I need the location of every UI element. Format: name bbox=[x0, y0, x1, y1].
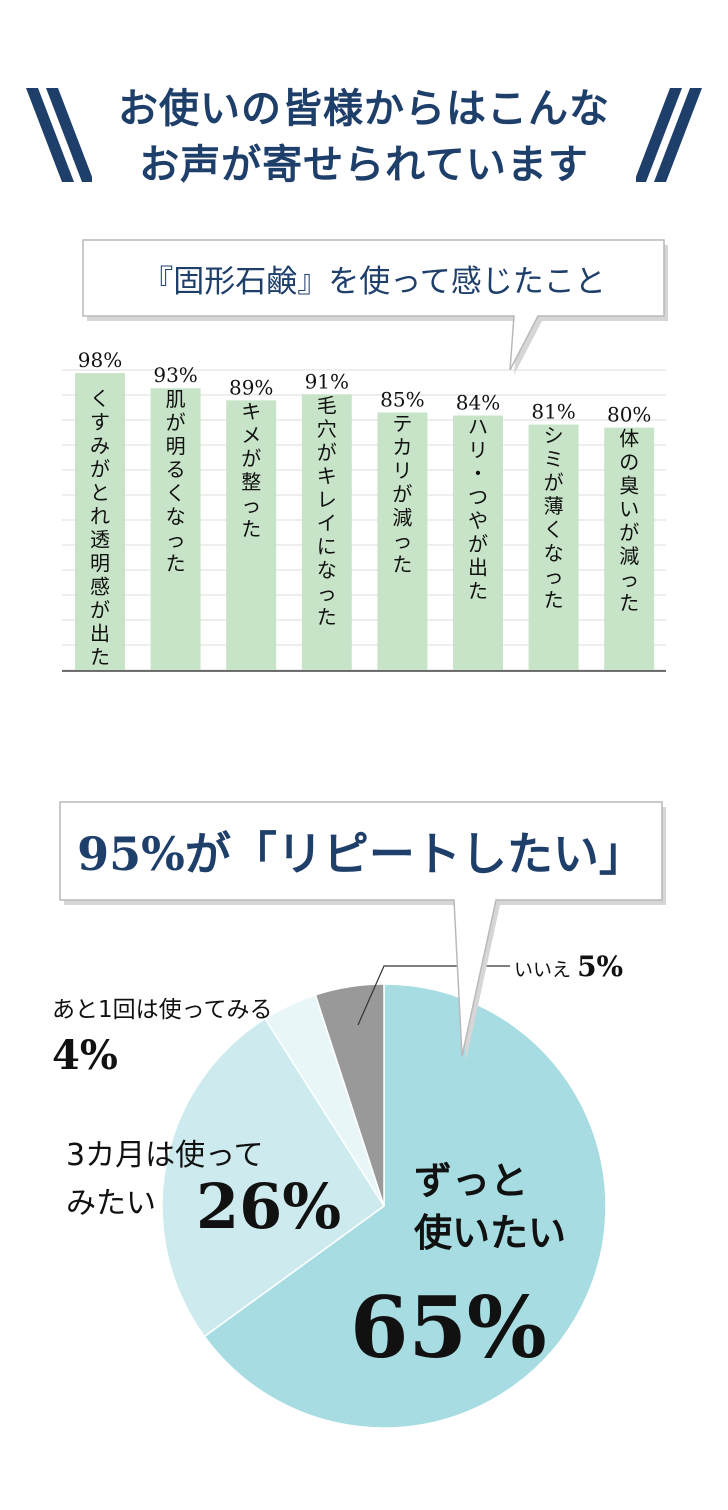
bar-group: 98% くすみがとれ透明感が出た 93%肌が明るくなった 89%キメが整った 91%毛穴… bbox=[75, 348, 655, 670]
pie-title-bubble bbox=[59, 801, 666, 1061]
bar-chart-title: 『固形石鹸』を使って感じたこと bbox=[142, 264, 606, 300]
bar-2 bbox=[226, 400, 277, 670]
bar-category-label-3: 毛穴がキレイになった bbox=[317, 393, 337, 629]
bar-title-bubble bbox=[82, 239, 668, 375]
bar-value-label-0: 98% bbox=[78, 348, 122, 372]
bar-category-label-2: キメが整った bbox=[241, 399, 261, 541]
bar-chart: 98% くすみがとれ透明感が出た 93%肌が明るくなった 89%キメが整った 91%毛穴… bbox=[62, 348, 666, 672]
bar-value-label-5: 84% bbox=[456, 390, 500, 414]
bar-value-label-3: 91% bbox=[305, 369, 349, 393]
pie-pct-3months: 26% bbox=[196, 1170, 342, 1243]
pie-slice-no bbox=[314, 983, 385, 1207]
pie-label-3months-line1: 3カ月は使って bbox=[66, 1138, 264, 1173]
bar-0 bbox=[75, 373, 125, 670]
bar-value-label-7: 80% bbox=[607, 403, 651, 427]
pie-slice-3months bbox=[161, 1017, 386, 1338]
pie-group bbox=[161, 983, 607, 1429]
bar-category-label-7: 体の臭いが減った bbox=[619, 427, 639, 615]
left-slash-decoration bbox=[26, 88, 92, 182]
right-slash-decoration bbox=[636, 88, 702, 182]
bar-value-label-1: 93% bbox=[153, 363, 197, 387]
pie-pct-no: 5% bbox=[577, 950, 624, 983]
bar-7 bbox=[604, 427, 655, 670]
bar-value-label-2: 89% bbox=[229, 375, 273, 399]
bar-category-label-5: ハリ・つやが出た bbox=[468, 414, 488, 602]
bar-category-label-6: シミが薄くなった bbox=[544, 424, 564, 613]
bar-4 bbox=[377, 412, 428, 670]
pie-pct-zutto: 65% bbox=[350, 1278, 547, 1377]
bar-category-label-4: テカリが減った bbox=[392, 411, 412, 576]
pie-label-zutto-line2: 使いたい bbox=[414, 1211, 567, 1255]
bar-6 bbox=[528, 424, 579, 670]
headline-line-1: お使いの皆様からはこんな bbox=[118, 86, 610, 132]
pie-pct-once: 4% bbox=[52, 1032, 118, 1079]
bar-5 bbox=[453, 415, 503, 670]
pie-slice-zutto bbox=[203, 983, 607, 1429]
bar-category-label-1: 肌が明るくなった bbox=[166, 387, 186, 576]
bar-value-label-6: 81% bbox=[531, 400, 575, 424]
headline-line-2: お声が寄せられています bbox=[139, 142, 589, 188]
pie-label-once: あと1回は使ってみる bbox=[52, 997, 273, 1023]
pie-label-zutto-line1: ずっと bbox=[414, 1159, 529, 1203]
bar-1 bbox=[150, 388, 201, 670]
bar-category-label-0: くすみがとれ透明感が出た bbox=[90, 387, 110, 670]
pie-label-no-text: いいえ bbox=[514, 959, 572, 981]
headline: お使いの皆様からはこんな お声が寄せられています bbox=[0, 70, 728, 200]
pie-label-3months-line2: みたい bbox=[66, 1186, 156, 1221]
bar-3 bbox=[301, 394, 352, 670]
pie-chart-title: 95%が「リピートしたい」 bbox=[77, 827, 645, 881]
pie-label-no: いいえ 5% bbox=[514, 950, 623, 983]
bar-value-label-4: 85% bbox=[380, 387, 424, 411]
